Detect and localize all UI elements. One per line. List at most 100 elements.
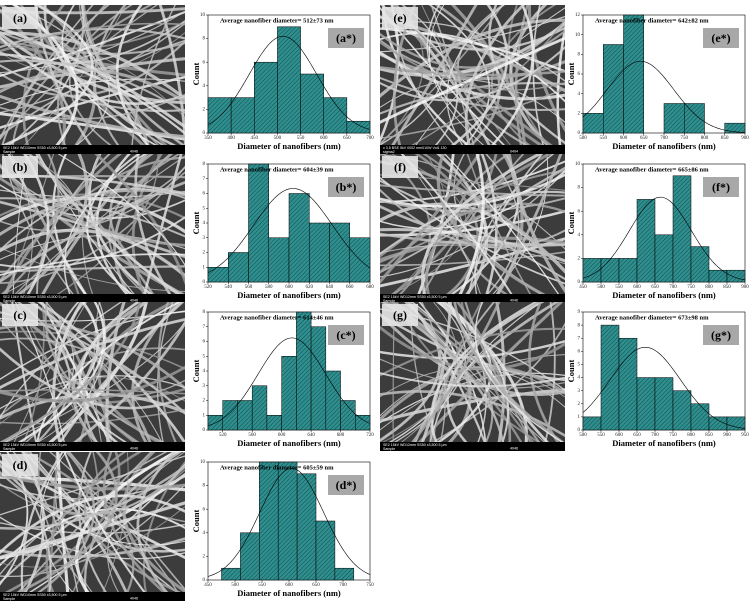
- y-tick-label: 4: [578, 376, 581, 381]
- x-tick-label: 650: [312, 583, 320, 588]
- x-tick-label: 450: [204, 583, 212, 588]
- x-axis-label: Diameter of nanofibers (nm): [612, 438, 716, 448]
- fiber: [58, 302, 185, 442]
- fiber: [142, 460, 185, 592]
- fiber: [0, 228, 185, 278]
- fiber: [16, 154, 89, 294]
- info-sample: Sample: [3, 150, 15, 154]
- fiber: [29, 463, 185, 592]
- y-tick-label: 1: [203, 265, 206, 270]
- x-tick-label: 550: [597, 433, 605, 438]
- fiber: [446, 5, 505, 145]
- info-bar: [0, 442, 185, 451]
- info-bar: [380, 442, 565, 451]
- fiber: [24, 5, 127, 145]
- bar: [281, 356, 297, 431]
- fiber: [143, 154, 183, 294]
- histogram: 350 400 450 500 550 600 650 700 0 2 4 6 8 10 Average n…: [191, 13, 374, 151]
- fiber: [0, 318, 185, 390]
- x-tick-label: 650: [633, 433, 641, 438]
- fiber: [480, 154, 498, 294]
- info-text: SE2 15kV WD12mm SS50 x3,500 5 μm: [383, 443, 447, 447]
- y-tick-label: 8: [578, 186, 581, 191]
- info-id: 4046: [130, 149, 138, 153]
- bar: [300, 73, 324, 134]
- panel-label: (d): [13, 458, 28, 472]
- panel-label: (b*): [336, 180, 357, 194]
- label-box: [382, 7, 418, 29]
- y-tick-label: 2: [578, 402, 581, 407]
- fiber: [450, 5, 509, 145]
- fiber: [0, 5, 158, 141]
- fiber: [68, 452, 185, 591]
- bar: [296, 311, 312, 431]
- bar: [724, 122, 746, 134]
- panel-label-box: [703, 28, 739, 48]
- bar: [618, 258, 638, 283]
- normal-fit-curve: [582, 196, 746, 281]
- panel-label-box: [703, 325, 739, 345]
- x-tick-label: 700: [651, 433, 659, 438]
- info-id: 4046: [130, 596, 138, 600]
- y-tick-label: 8: [203, 484, 206, 489]
- y-tick-label: 8: [203, 37, 206, 42]
- bar: [251, 385, 268, 431]
- info-text: SE2 15kV WD10mm SS50 x3,500 5 μm: [3, 443, 67, 447]
- chart-title: Average nanofiber diameter= 665±86 nm: [595, 166, 709, 173]
- fiber: [436, 154, 546, 294]
- bar: [654, 234, 674, 283]
- panel-label: (f): [394, 160, 406, 174]
- fiber: [485, 154, 520, 294]
- fiber: [57, 154, 185, 267]
- label-box: [2, 7, 38, 29]
- fiber: [391, 5, 478, 145]
- fiber: [136, 452, 177, 592]
- panel-label-box: [328, 475, 364, 495]
- panel-label: (e): [393, 11, 406, 25]
- info-sample: Sample: [3, 597, 15, 601]
- y-tick-label: 0: [578, 280, 581, 285]
- panel-label: (g): [393, 308, 407, 322]
- info-id: 4046: [130, 446, 138, 450]
- y-tick-label: 4: [203, 369, 206, 374]
- label-box: [382, 156, 418, 178]
- fiber: [16, 452, 118, 592]
- y-axis-label: Count: [191, 360, 201, 383]
- chart-title: Average nanofiber diameter= 642±82 nm: [595, 17, 709, 24]
- info-bar: [0, 294, 185, 303]
- bar: [230, 97, 255, 134]
- x-tick-label: 580: [265, 285, 273, 290]
- fiber: [380, 366, 565, 398]
- panel-label: (g*): [711, 328, 731, 342]
- fiber: [75, 452, 180, 592]
- chart-title: Average nanofiber diameter= 605±59 nm: [220, 464, 334, 471]
- fiber: [380, 325, 565, 371]
- x-tick-label: 900: [741, 285, 749, 290]
- x-tick-label: 700: [660, 136, 668, 141]
- x-tick-label: 520: [219, 433, 227, 438]
- info-text: SE2 15kV WD10mm SS50 x3,500 5 μm: [3, 146, 67, 150]
- bar: [672, 175, 692, 283]
- y-tick-label: 9: [578, 310, 581, 315]
- normal-fit-curve: [582, 346, 746, 429]
- fiber: [0, 22, 185, 52]
- fiber: [131, 154, 163, 294]
- sem-image: SE2 15kV WD10mm SS50 x3,500 5 μm 4046 Samp…: [0, 154, 185, 303]
- fiber: [430, 302, 539, 442]
- y-tick-label: 7: [203, 325, 206, 330]
- fiber: [464, 302, 541, 442]
- fiber: [458, 154, 485, 294]
- x-tick-label: 850: [723, 285, 731, 290]
- panel-label: (a*): [336, 31, 356, 45]
- y-tick-label: 4: [203, 531, 206, 536]
- x-axis-label: Diameter of nanofibers (nm): [612, 141, 716, 151]
- panel-label: (b): [13, 160, 28, 174]
- normal-fit-curve: [207, 467, 371, 577]
- x-tick-label: 550: [600, 136, 608, 141]
- panel-label-box: [328, 177, 364, 197]
- y-tick-label: 2: [203, 555, 206, 560]
- x-tick-label: 700: [366, 136, 374, 141]
- fiber: [474, 302, 564, 442]
- bar: [690, 403, 710, 431]
- chart-title: Average nanofiber diameter= 604±39 nm: [220, 166, 334, 173]
